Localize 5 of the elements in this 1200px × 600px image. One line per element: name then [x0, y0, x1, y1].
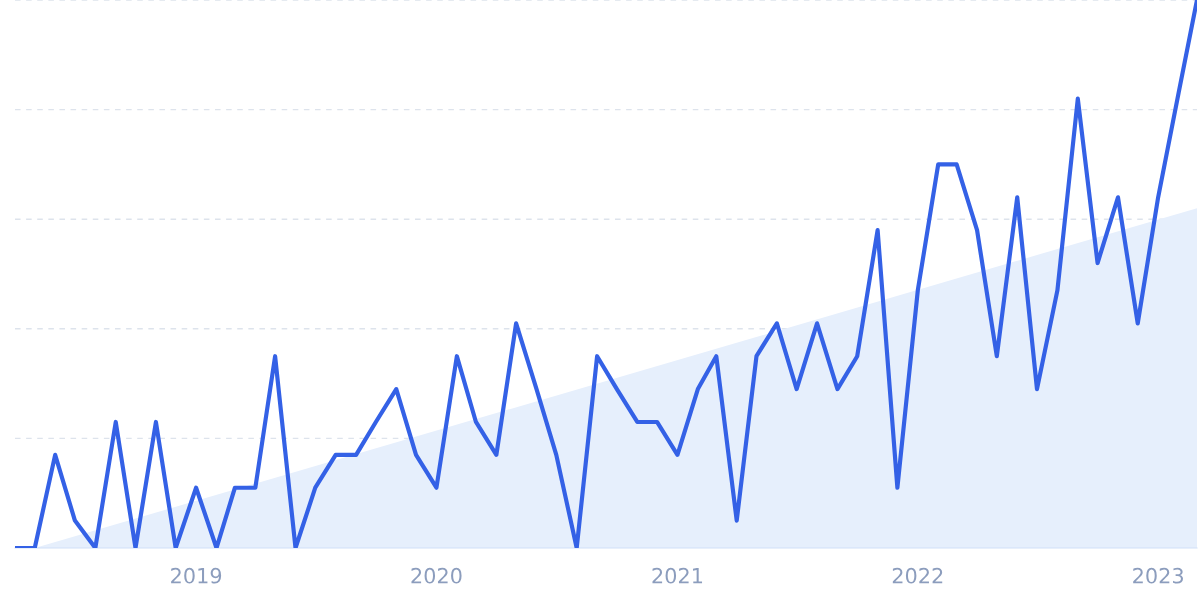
x-tick-label: 2023	[1133, 567, 1183, 584]
x-tick-label: 2020	[411, 567, 462, 584]
x-tick-label: 2021	[652, 567, 703, 584]
x-tick-label: 2022	[892, 567, 943, 584]
x-tick-label: 2019	[171, 567, 222, 584]
